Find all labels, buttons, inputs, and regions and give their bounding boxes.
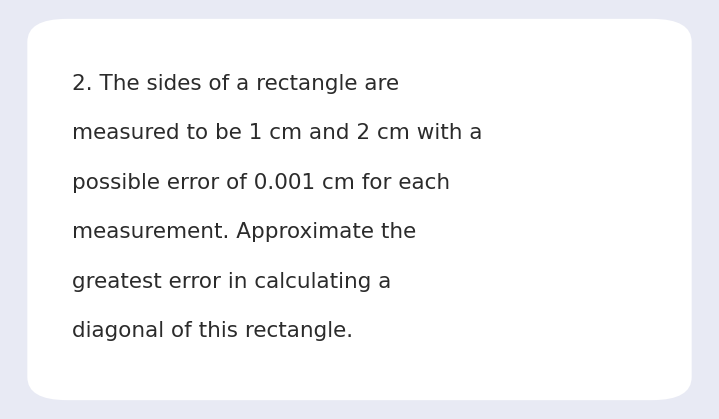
FancyBboxPatch shape [27, 19, 692, 400]
Text: possible error of 0.001 cm for each: possible error of 0.001 cm for each [72, 173, 450, 193]
Text: 2. The sides of a rectangle are: 2. The sides of a rectangle are [72, 74, 399, 94]
Text: diagonal of this rectangle.: diagonal of this rectangle. [72, 321, 353, 341]
Text: greatest error in calculating a: greatest error in calculating a [72, 272, 391, 292]
Text: measurement. Approximate the: measurement. Approximate the [72, 222, 416, 242]
Text: measured to be 1 cm and 2 cm with a: measured to be 1 cm and 2 cm with a [72, 123, 482, 143]
